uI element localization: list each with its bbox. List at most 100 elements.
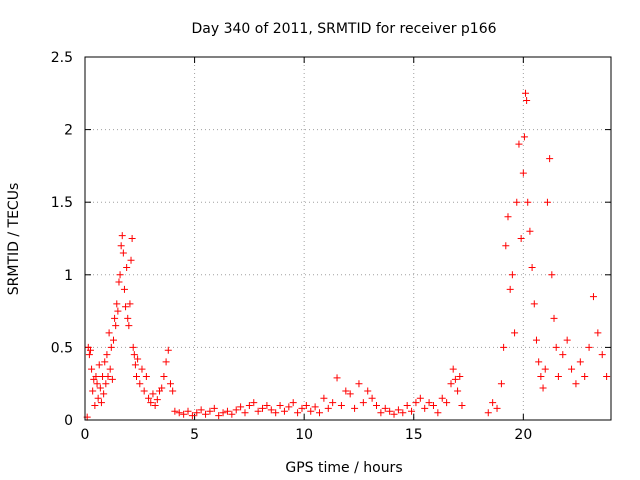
data-point bbox=[126, 300, 134, 308]
data-point bbox=[285, 403, 293, 411]
data-point bbox=[572, 380, 580, 388]
data-point bbox=[85, 351, 93, 359]
data-point bbox=[581, 372, 589, 380]
data-point bbox=[171, 407, 179, 415]
data-point bbox=[101, 358, 109, 366]
data-point bbox=[502, 242, 510, 250]
data-point bbox=[241, 409, 249, 417]
x-tick-label: 5 bbox=[190, 427, 199, 443]
data-point bbox=[493, 404, 501, 412]
data-point bbox=[105, 329, 113, 337]
data-point bbox=[568, 365, 576, 373]
data-point bbox=[149, 390, 157, 398]
data-point bbox=[346, 390, 354, 398]
data-point bbox=[386, 407, 394, 415]
data-point bbox=[526, 227, 534, 235]
y-axis-label: SRMTID / TECUs bbox=[6, 183, 22, 296]
data-point bbox=[550, 314, 558, 322]
data-point bbox=[106, 365, 114, 373]
data-point bbox=[489, 399, 497, 407]
x-tick-label: 20 bbox=[514, 427, 532, 443]
data-point bbox=[219, 409, 227, 417]
data-point bbox=[381, 404, 389, 412]
data-point bbox=[500, 343, 508, 351]
data-point bbox=[333, 374, 341, 382]
y-tick-label: 2 bbox=[64, 123, 73, 139]
x-tick-label: 10 bbox=[295, 427, 313, 443]
data-point bbox=[210, 404, 218, 412]
data-point bbox=[519, 169, 527, 177]
data-point bbox=[554, 372, 562, 380]
data-point bbox=[506, 285, 514, 293]
axis-ticks bbox=[84, 56, 611, 421]
data-point bbox=[96, 384, 104, 392]
data-point bbox=[113, 300, 121, 308]
data-point bbox=[548, 271, 556, 279]
data-point bbox=[449, 365, 457, 373]
data-points bbox=[83, 89, 611, 421]
data-point bbox=[197, 406, 205, 414]
data-point bbox=[184, 407, 192, 415]
data-point bbox=[276, 401, 284, 409]
data-point bbox=[128, 235, 136, 242]
data-point bbox=[263, 401, 271, 409]
data-point bbox=[520, 133, 528, 141]
data-point bbox=[124, 314, 132, 322]
data-point bbox=[443, 399, 451, 407]
data-point bbox=[95, 361, 103, 369]
data-point bbox=[403, 401, 411, 409]
data-point bbox=[511, 329, 519, 337]
x-axis-label: GPS time / hours bbox=[285, 460, 402, 476]
data-point bbox=[294, 409, 302, 417]
data-point bbox=[147, 399, 155, 407]
data-point bbox=[114, 307, 122, 315]
data-point bbox=[522, 89, 530, 97]
data-point bbox=[289, 399, 297, 407]
data-point bbox=[559, 351, 567, 359]
data-point bbox=[130, 351, 138, 359]
data-point bbox=[524, 198, 532, 206]
y-tick-label: 0.5 bbox=[51, 340, 73, 356]
data-point bbox=[127, 256, 135, 264]
data-point bbox=[523, 97, 531, 105]
data-point bbox=[364, 387, 372, 395]
data-point bbox=[125, 322, 133, 330]
y-tick-label: 1.5 bbox=[51, 195, 73, 211]
data-point bbox=[164, 346, 172, 354]
data-point bbox=[272, 409, 280, 417]
data-point bbox=[541, 365, 549, 373]
data-point bbox=[535, 358, 543, 366]
data-point bbox=[508, 271, 516, 279]
data-point bbox=[136, 380, 144, 388]
tick-labels: 0 5 10 15 20 0 0.5 1 1.5 2 2.5 bbox=[51, 50, 533, 443]
data-point bbox=[454, 387, 462, 395]
data-point bbox=[302, 401, 310, 409]
data-point bbox=[115, 278, 123, 286]
data-point bbox=[180, 410, 188, 418]
data-point bbox=[119, 249, 127, 257]
data-point bbox=[416, 394, 424, 402]
data-point bbox=[134, 355, 142, 363]
data-point bbox=[434, 409, 442, 417]
data-point bbox=[342, 387, 350, 395]
data-point bbox=[429, 401, 437, 409]
data-point bbox=[546, 155, 554, 163]
data-point bbox=[259, 404, 267, 412]
data-point bbox=[408, 407, 416, 415]
data-point bbox=[228, 410, 236, 418]
data-point bbox=[589, 293, 597, 301]
data-point bbox=[245, 401, 253, 409]
data-point bbox=[175, 409, 183, 417]
data-point bbox=[237, 403, 245, 411]
data-point bbox=[86, 346, 94, 354]
data-point bbox=[215, 412, 223, 420]
data-point bbox=[153, 396, 161, 404]
data-point bbox=[504, 213, 512, 221]
data-point bbox=[133, 372, 141, 380]
y-tick-label: 0 bbox=[64, 413, 73, 429]
data-point bbox=[100, 390, 108, 398]
data-point bbox=[93, 380, 101, 388]
data-point bbox=[91, 401, 99, 409]
data-point bbox=[160, 372, 168, 380]
